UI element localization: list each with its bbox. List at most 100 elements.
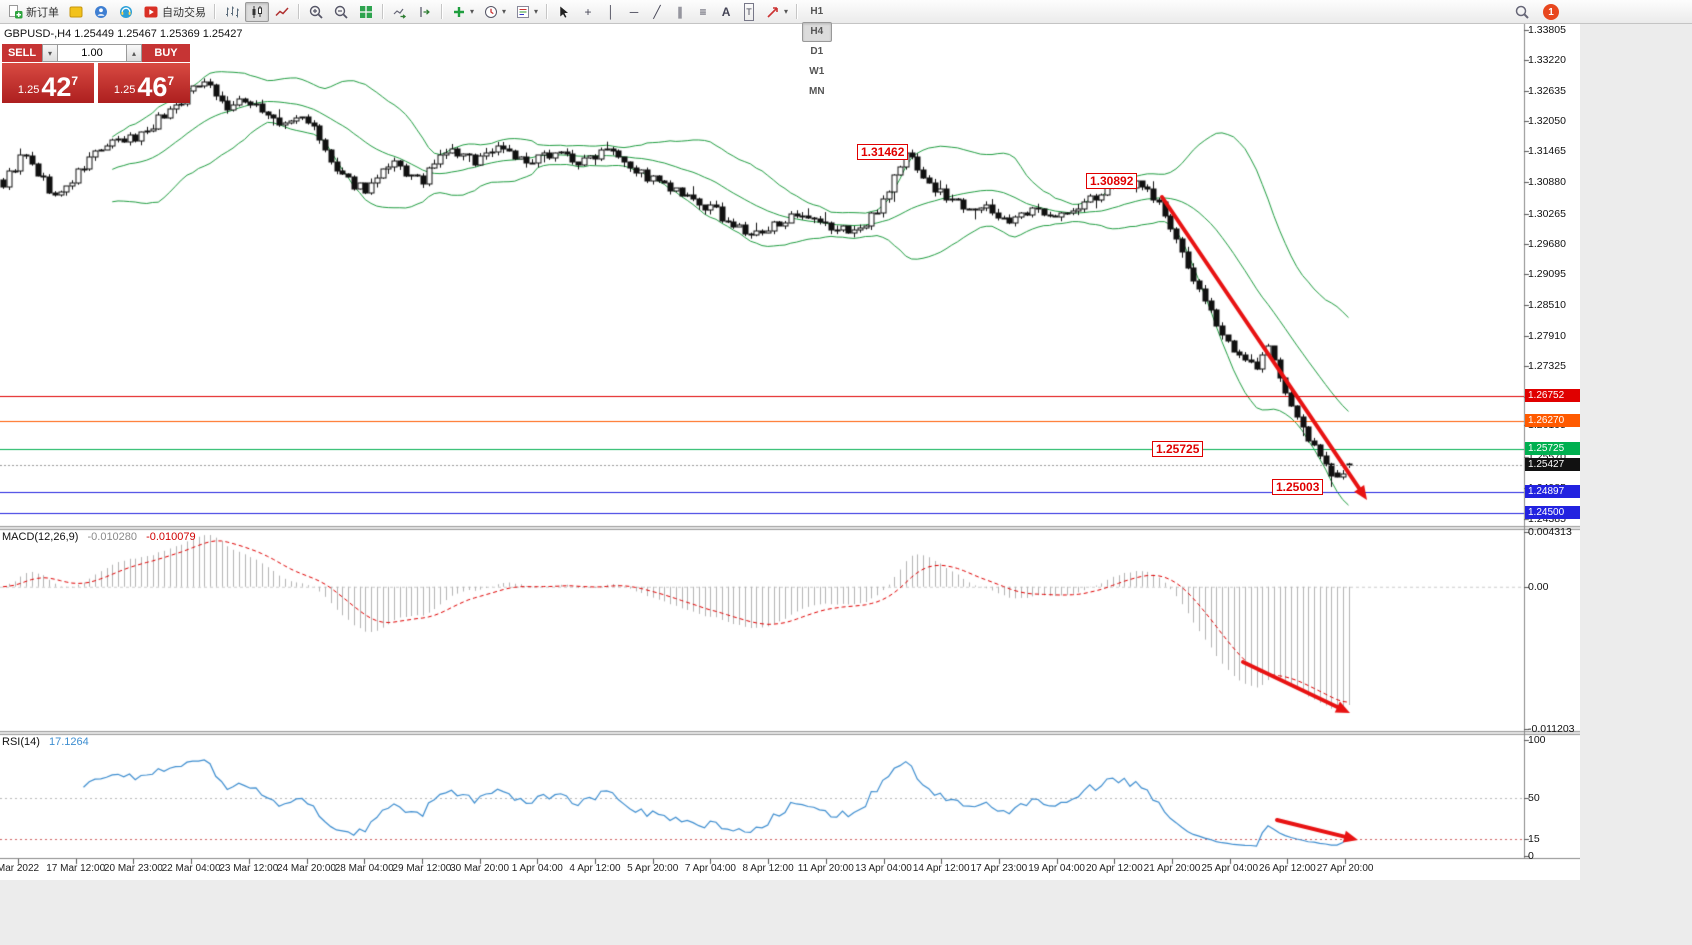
zoom-in-button[interactable] bbox=[304, 2, 328, 22]
time-axis-label: 17 Apr 23:00 bbox=[970, 863, 1028, 874]
chevron-down-icon: ▾ bbox=[534, 7, 539, 16]
volume-decrement-button[interactable]: ▾ bbox=[42, 44, 58, 62]
volume-increment-button[interactable]: ▴ bbox=[126, 44, 142, 62]
text-button[interactable]: A bbox=[715, 2, 737, 22]
toolbar-separator bbox=[546, 4, 549, 19]
indicators-button[interactable]: ▾ bbox=[447, 2, 478, 22]
time-axis-label: 7 Apr 04:00 bbox=[684, 863, 736, 874]
price-callout[interactable]: 1.31462 bbox=[857, 144, 909, 160]
one-click-trading-widget: SELL ▾ ▴ BUY 1.25 42 7 1.25 46 7 bbox=[2, 44, 190, 103]
zoom-in-icon bbox=[309, 5, 323, 19]
price-callout[interactable]: 1.25003 bbox=[1272, 479, 1324, 495]
clock-icon bbox=[485, 5, 498, 18]
rsi-label: RSI(14) bbox=[2, 736, 40, 748]
autotrading-icon bbox=[144, 6, 158, 17]
chevron-down-icon: ▾ bbox=[784, 7, 789, 16]
text-label-button[interactable]: T bbox=[738, 2, 760, 22]
zoom-out-button[interactable] bbox=[329, 2, 353, 22]
vertical-line-button[interactable]: │ bbox=[600, 2, 622, 22]
tile-windows-button[interactable] bbox=[354, 2, 378, 22]
sell-price-button[interactable]: 1.25 42 7 bbox=[2, 63, 94, 103]
symbol-info: GBPUSD-,H4 1.25449 1.25467 1.25369 1.254… bbox=[4, 28, 243, 40]
toolbar-right-group: 1 bbox=[1510, 0, 1559, 24]
toolbar: 新订单 自动交易 ▾ ▾ bbox=[0, 0, 1692, 97]
support-button[interactable] bbox=[114, 2, 138, 22]
periods-button[interactable]: ▾ bbox=[479, 2, 510, 22]
volume-input[interactable] bbox=[58, 44, 126, 62]
time-axis-label: 25 Apr 04:00 bbox=[1201, 863, 1259, 874]
search-icon bbox=[1515, 5, 1529, 19]
auto-scroll-button[interactable] bbox=[388, 2, 412, 22]
fibonacci-button[interactable]: ≡ bbox=[692, 2, 714, 22]
price-chart-canvas[interactable] bbox=[0, 24, 1580, 880]
time-axis-label: 20 Apr 12:00 bbox=[1085, 863, 1143, 874]
chevron-down-icon: ▾ bbox=[470, 7, 475, 16]
time-axis: Mar 2022 17 Mar 12:00 20 Mar 23:00 22 Mar 0… bbox=[0, 860, 1560, 880]
timeframe-button-h4[interactable]: H4 bbox=[802, 21, 832, 42]
time-axis-label: 29 Mar 12:00 bbox=[392, 863, 452, 874]
trendline-button[interactable]: ╱ bbox=[646, 2, 668, 22]
new-order-button[interactable]: 新订单 bbox=[3, 2, 63, 22]
autotrading-label: 自动交易 bbox=[162, 6, 206, 19]
community-button[interactable] bbox=[89, 2, 113, 22]
text-label-icon: T bbox=[744, 2, 754, 21]
templates-button[interactable]: ▾ bbox=[511, 2, 542, 22]
timeframe-button-mn[interactable]: MN bbox=[809, 86, 825, 97]
time-axis-label: 24 Mar 20:00 bbox=[277, 863, 336, 874]
template-icon bbox=[517, 5, 530, 18]
bar-chart-icon bbox=[226, 6, 239, 17]
new-order-icon bbox=[9, 4, 23, 18]
auto-scroll-icon bbox=[393, 8, 407, 19]
toolbar-separator bbox=[441, 4, 443, 19]
bid-price-main: 42 bbox=[41, 72, 72, 102]
time-axis-label: 21 Apr 20:00 bbox=[1143, 863, 1201, 874]
trendline-icon: ╱ bbox=[653, 4, 661, 19]
search-button[interactable] bbox=[1510, 2, 1534, 22]
notification-badge[interactable]: 1 bbox=[1543, 4, 1559, 20]
toolbar-separator bbox=[796, 4, 799, 19]
chart-window: GBPUSD-,H4 1.25449 1.25467 1.25369 1.254… bbox=[0, 24, 1580, 880]
price-callout[interactable]: 1.25725 bbox=[1152, 441, 1204, 457]
sell-button[interactable]: SELL bbox=[2, 44, 42, 62]
ask-price-main: 46 bbox=[137, 72, 168, 102]
time-axis-label: 22 Mar 04:00 bbox=[161, 863, 221, 874]
candlestick-chart-button[interactable] bbox=[245, 1, 269, 22]
crosshair-button[interactable]: + bbox=[577, 2, 599, 22]
autotrading-button[interactable]: 自动交易 bbox=[139, 2, 210, 22]
line-chart-button[interactable] bbox=[270, 2, 294, 22]
timeframe-button-w1[interactable]: W1 bbox=[809, 66, 825, 77]
time-axis-label: 17 Mar 12:00 bbox=[46, 863, 106, 874]
buy-button[interactable]: BUY bbox=[142, 44, 190, 62]
metaeditor-icon bbox=[69, 6, 83, 17]
line-chart-icon bbox=[275, 6, 289, 16]
timeframe-button-h1[interactable]: H1 bbox=[810, 6, 824, 17]
indicators-add-icon bbox=[454, 6, 464, 17]
timeframe-group: M1M5M15M30H1H4D1W1MN bbox=[802, 0, 832, 102]
time-axis-label: 27 Apr 20:00 bbox=[1316, 863, 1374, 874]
new-order-label: 新订单 bbox=[26, 6, 59, 19]
time-axis-label: 13 Apr 04:00 bbox=[855, 863, 912, 874]
cursor-icon bbox=[559, 4, 570, 18]
time-axis-label: 14 Apr 12:00 bbox=[912, 863, 970, 874]
arrows-tool-button[interactable]: ▾ bbox=[761, 2, 792, 22]
bar-chart-button[interactable] bbox=[220, 2, 244, 22]
toolbar-separator bbox=[382, 4, 384, 19]
horizontal-line-icon: ─ bbox=[629, 4, 639, 19]
bid-price-pip: 7 bbox=[71, 74, 79, 88]
timeframe-button-d1[interactable]: D1 bbox=[810, 46, 824, 57]
time-axis-label: Mar 2022 bbox=[0, 863, 40, 874]
chart-shift-button[interactable] bbox=[413, 2, 437, 22]
zoom-out-icon bbox=[334, 5, 348, 19]
price-callout[interactable]: 1.30892 bbox=[1086, 173, 1138, 189]
cursor-button[interactable] bbox=[552, 2, 576, 22]
buy-price-button[interactable]: 1.25 46 7 bbox=[98, 63, 190, 103]
time-axis-label: 4 Apr 12:00 bbox=[569, 863, 621, 874]
rsi-value: 17.1264 bbox=[48, 736, 89, 748]
channel-button[interactable]: ∥ bbox=[669, 2, 691, 22]
macd-signal-value: -0.010079 bbox=[146, 531, 196, 543]
macd-main-value: -0.010280 bbox=[87, 531, 138, 543]
bid-price-prefix: 1.25 bbox=[17, 84, 40, 96]
metaeditor-button[interactable] bbox=[64, 2, 88, 22]
horizontal-line-button[interactable]: ─ bbox=[623, 2, 645, 22]
time-axis-label: 20 Mar 23:00 bbox=[103, 863, 163, 874]
